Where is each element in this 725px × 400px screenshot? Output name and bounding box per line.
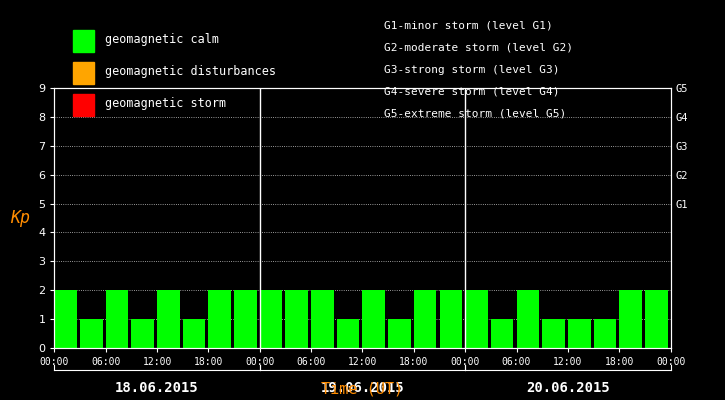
Bar bbox=[208, 290, 231, 348]
Bar bbox=[516, 290, 539, 348]
Bar bbox=[106, 290, 128, 348]
Bar bbox=[491, 319, 513, 348]
Bar bbox=[568, 319, 590, 348]
Text: G3-strong storm (level G3): G3-strong storm (level G3) bbox=[384, 65, 560, 75]
Bar bbox=[414, 290, 436, 348]
Text: G1-minor storm (level G1): G1-minor storm (level G1) bbox=[384, 21, 553, 31]
Text: Kp: Kp bbox=[10, 209, 30, 227]
Bar bbox=[465, 290, 488, 348]
Bar bbox=[183, 319, 205, 348]
Bar bbox=[80, 319, 103, 348]
Bar bbox=[619, 290, 642, 348]
Bar bbox=[362, 290, 385, 348]
Bar bbox=[54, 290, 77, 348]
Text: 20.06.2015: 20.06.2015 bbox=[526, 381, 610, 395]
Bar bbox=[542, 319, 565, 348]
Text: 19.06.2015: 19.06.2015 bbox=[320, 381, 405, 395]
Text: G4-severe storm (level G4): G4-severe storm (level G4) bbox=[384, 87, 560, 97]
Bar bbox=[234, 290, 257, 348]
Bar bbox=[439, 290, 462, 348]
Text: geomagnetic calm: geomagnetic calm bbox=[105, 34, 219, 46]
Bar bbox=[157, 290, 180, 348]
Text: geomagnetic storm: geomagnetic storm bbox=[105, 98, 226, 110]
Text: geomagnetic disturbances: geomagnetic disturbances bbox=[105, 66, 276, 78]
Text: G5-extreme storm (level G5): G5-extreme storm (level G5) bbox=[384, 109, 566, 119]
Text: 18.06.2015: 18.06.2015 bbox=[115, 381, 199, 395]
Bar bbox=[286, 290, 308, 348]
Bar bbox=[645, 290, 668, 348]
Bar bbox=[260, 290, 282, 348]
Bar bbox=[131, 319, 154, 348]
Bar bbox=[337, 319, 360, 348]
Bar bbox=[388, 319, 411, 348]
Bar bbox=[311, 290, 334, 348]
Text: Time (UT): Time (UT) bbox=[321, 381, 404, 396]
Bar bbox=[594, 319, 616, 348]
Text: G2-moderate storm (level G2): G2-moderate storm (level G2) bbox=[384, 43, 573, 53]
